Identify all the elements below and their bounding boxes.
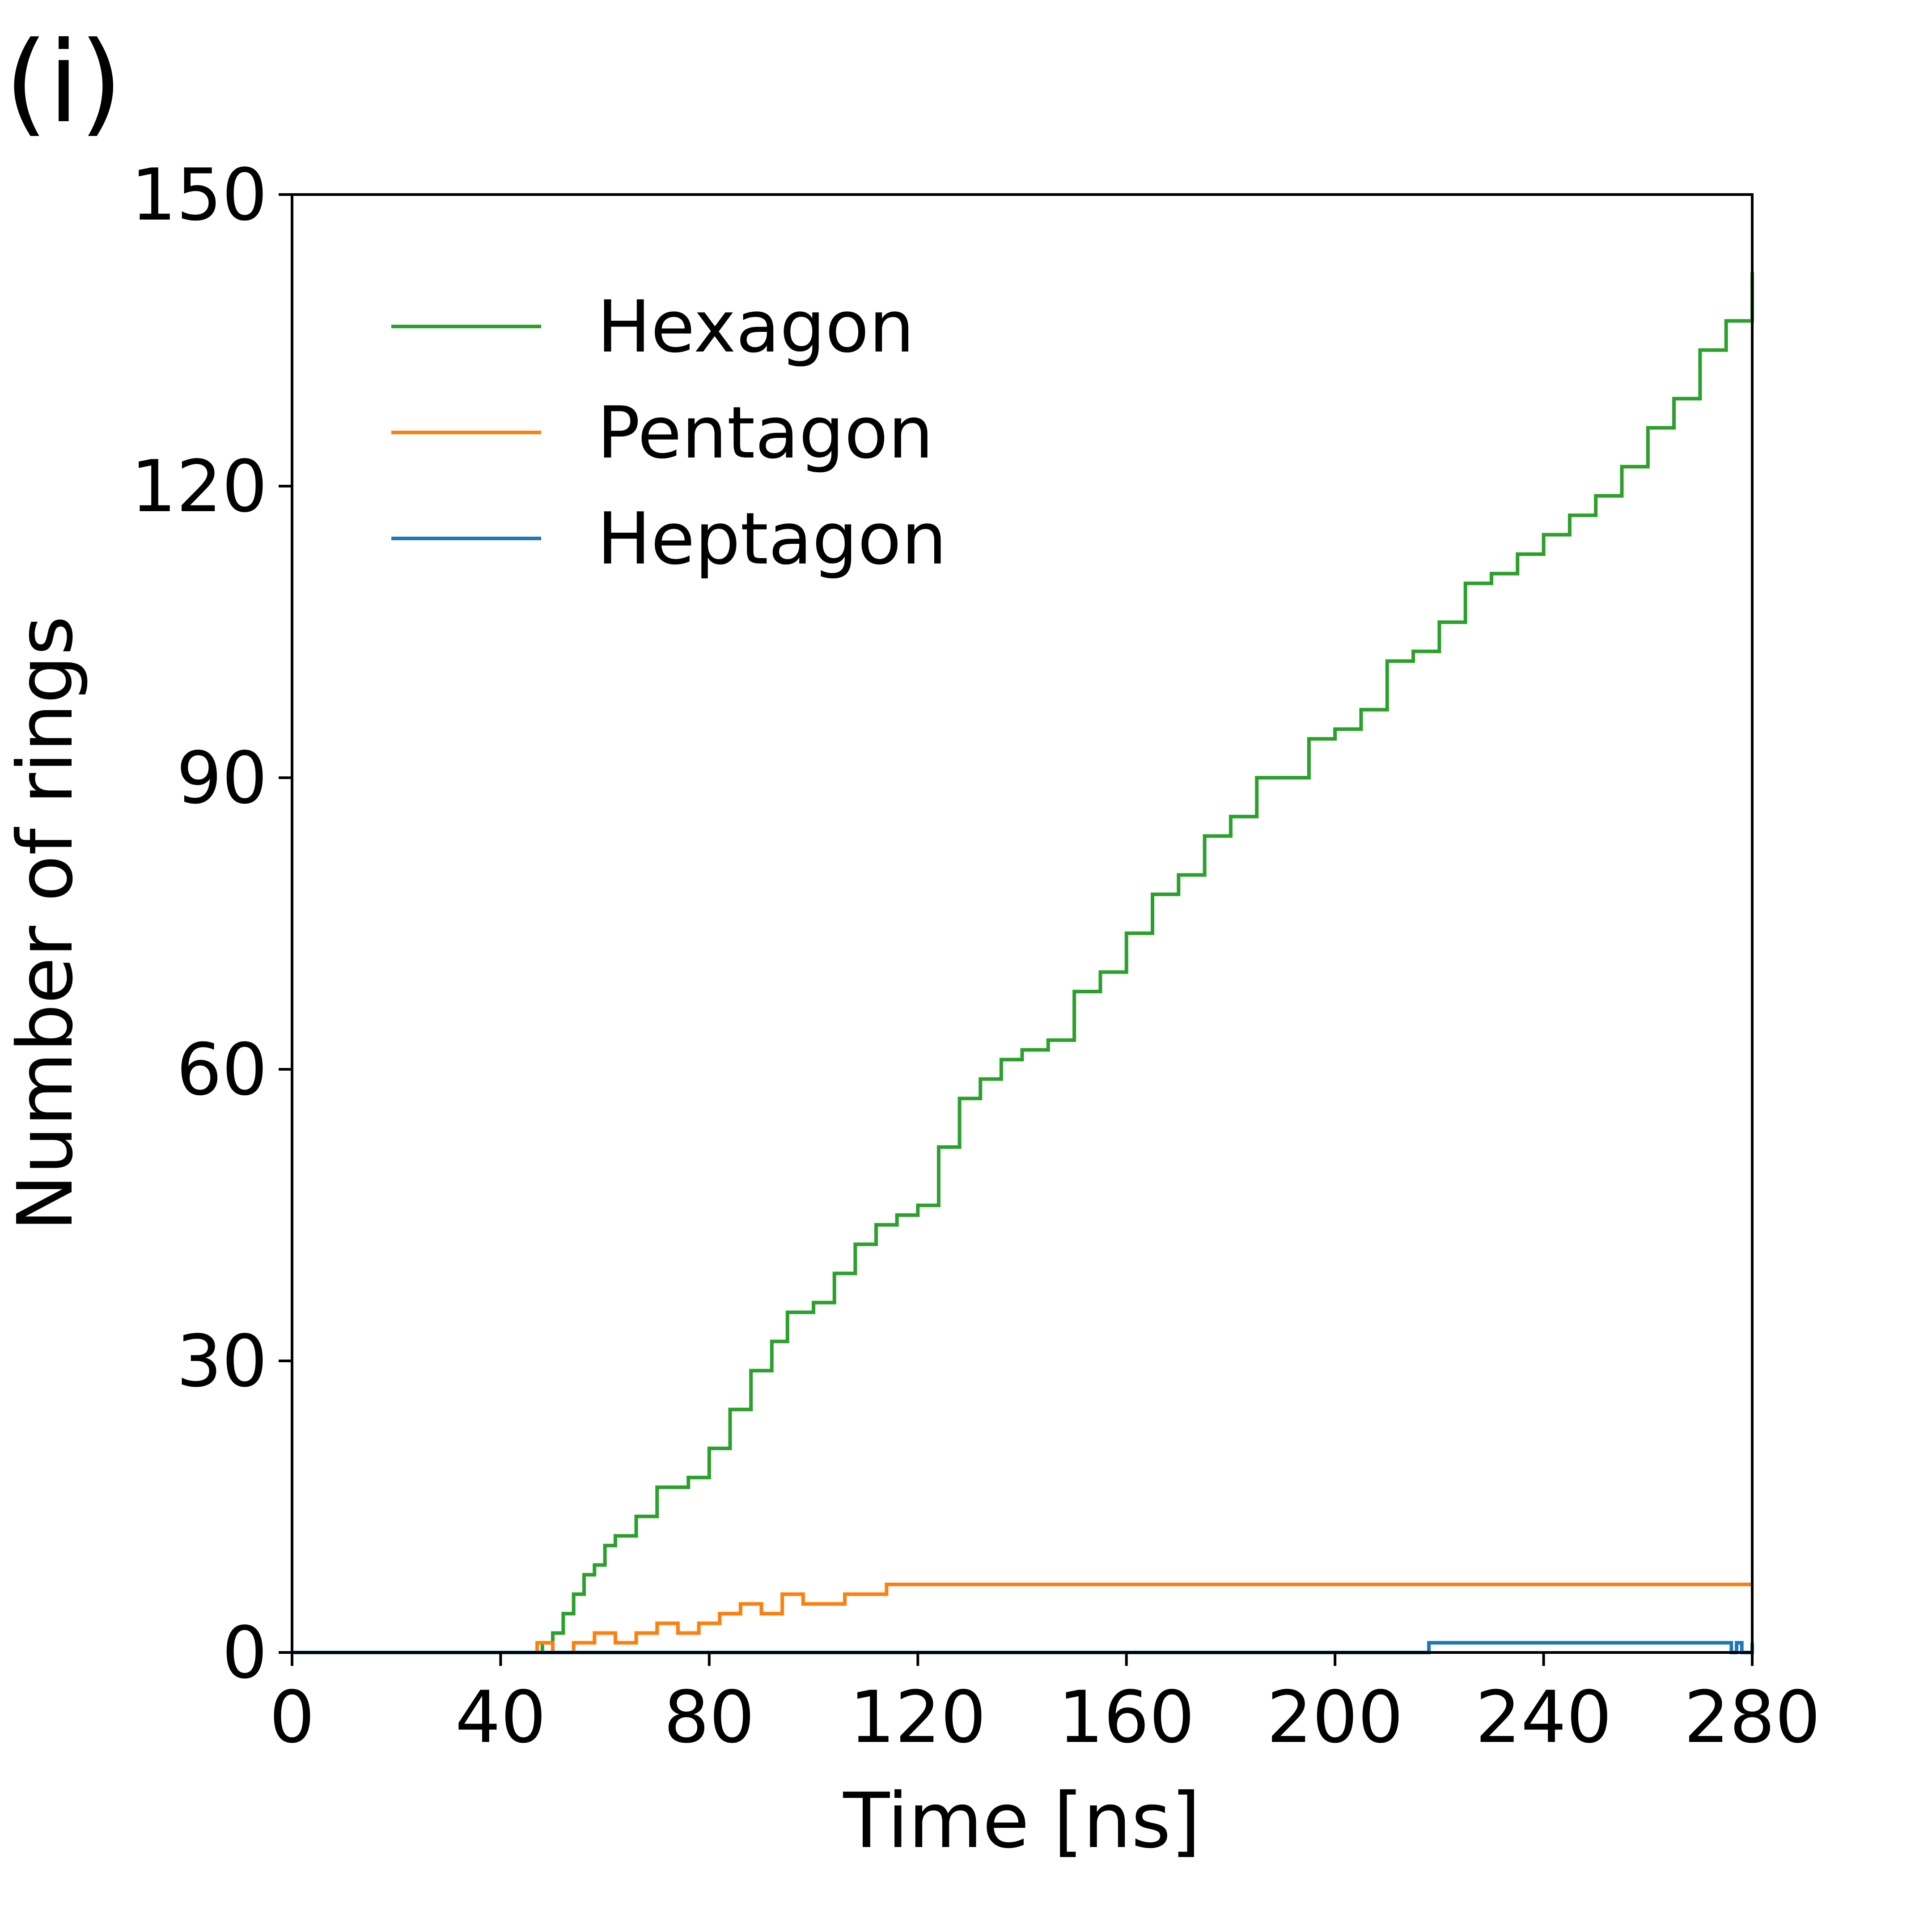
y-tick-label: 90 [176, 736, 267, 820]
legend: Hexagon Pentagon Heptagon [391, 285, 947, 580]
x-tick-label: 40 [455, 1675, 547, 1759]
x-tick-label: 160 [1058, 1675, 1195, 1759]
y-axis-ticks: 0 30 60 90 120 150 [131, 153, 292, 1695]
y-tick-label: 0 [222, 1611, 267, 1695]
plot-frame [291, 193, 1754, 1654]
x-tick-label: 240 [1475, 1675, 1612, 1759]
legend-label-heptagon: Heptagon [597, 497, 947, 580]
x-axis-ticks: 0 40 80 120 160 200 240 280 [269, 1652, 1821, 1759]
series-line-heptagon [292, 1641, 1754, 1654]
x-tick-label: 280 [1684, 1675, 1820, 1759]
legend-label-pentagon: Pentagon [597, 391, 933, 475]
panel-label: (i) [4, 17, 123, 148]
x-tick-label: 120 [850, 1675, 986, 1759]
y-tick-label: 30 [176, 1319, 267, 1403]
x-tick-label: 80 [664, 1675, 755, 1759]
y-tick-label: 150 [131, 153, 267, 237]
legend-label-hexagon: Hexagon [597, 285, 915, 369]
series-line-hexagon [292, 272, 1754, 1654]
x-tick-label: 200 [1267, 1675, 1403, 1759]
x-tick-label: 0 [269, 1675, 315, 1759]
series-line-pentagon [292, 1582, 1752, 1654]
x-axis-label: Time [ns] [843, 1777, 1200, 1865]
y-tick-label: 120 [131, 445, 267, 528]
y-axis-label: Number of rings [1, 616, 90, 1231]
y-tick-label: 60 [176, 1028, 267, 1111]
series-layer [292, 272, 1754, 1654]
